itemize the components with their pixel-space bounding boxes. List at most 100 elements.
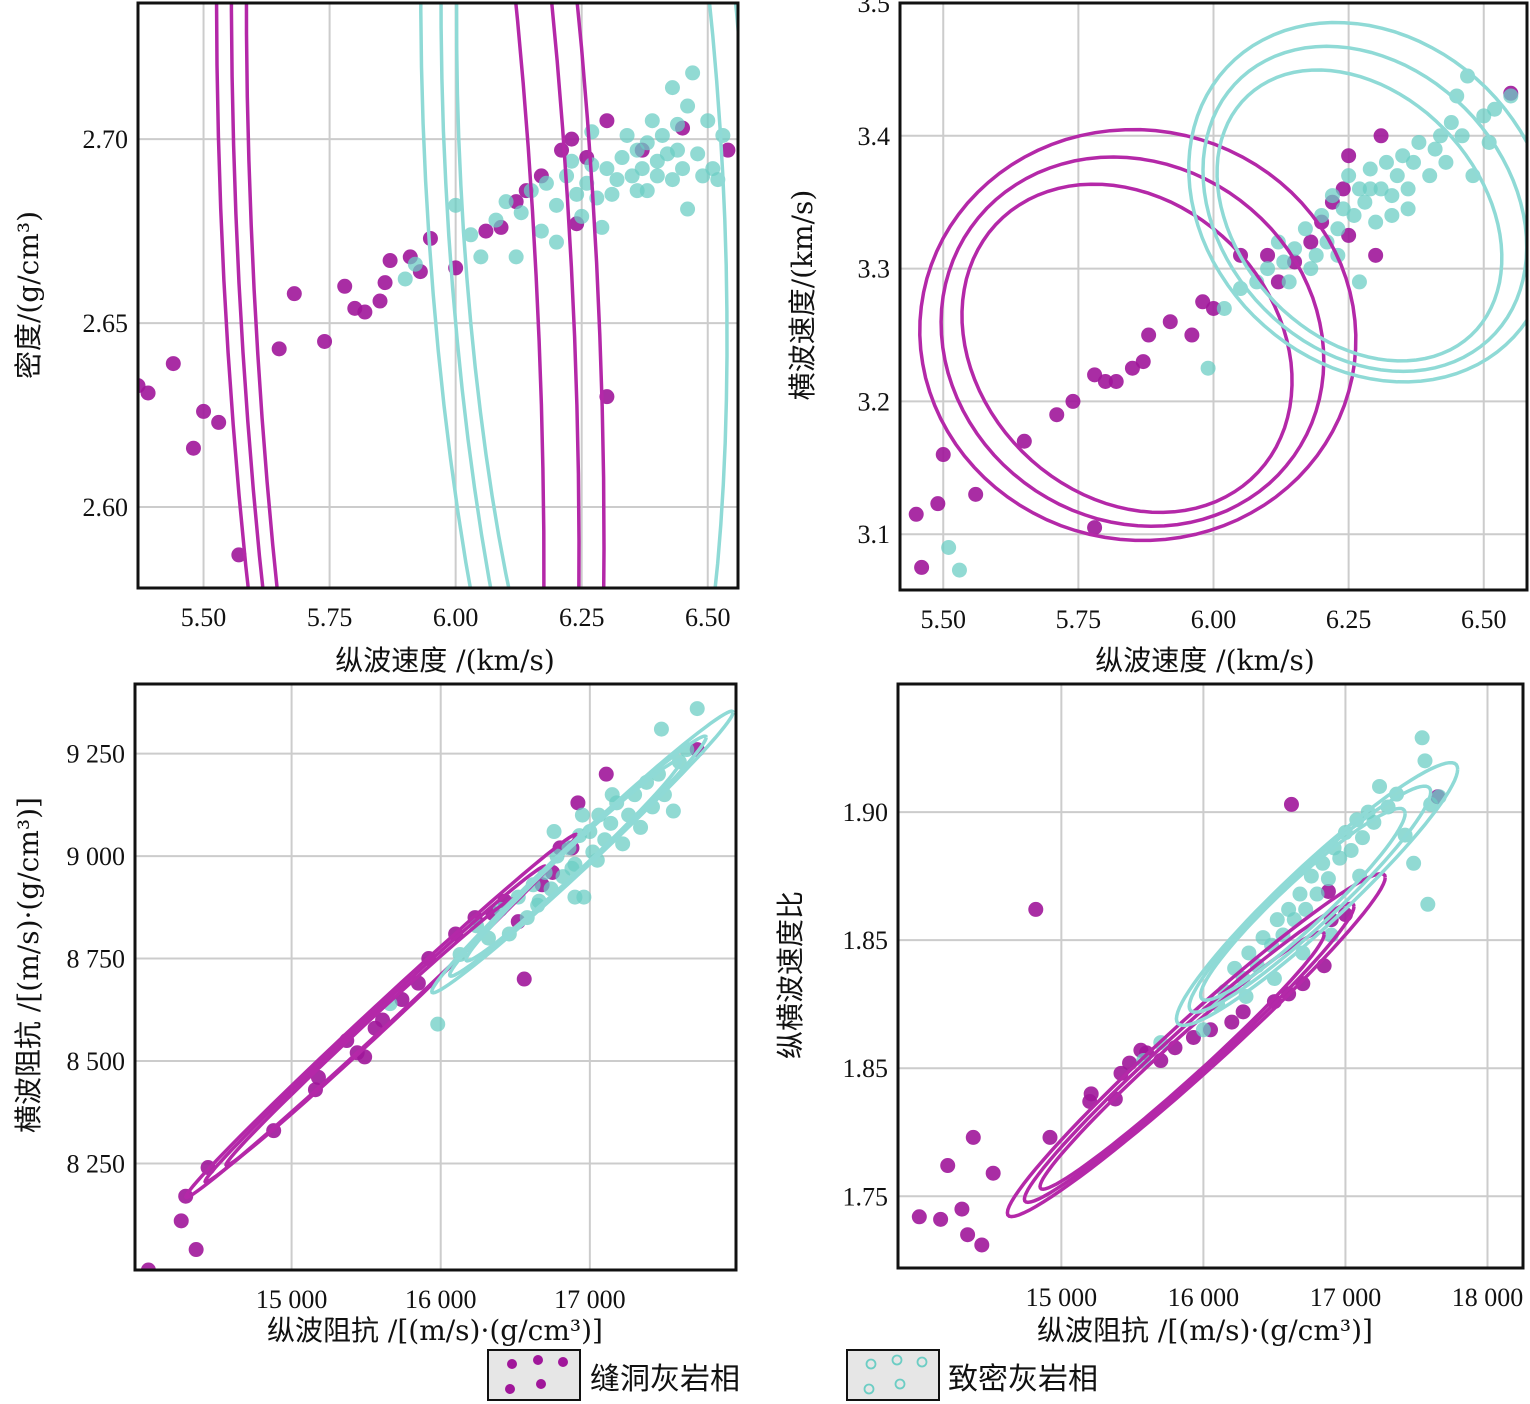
y-axis-label: 纵横波速度比 [774,891,807,1059]
y-tick-label: 3.3 [858,255,891,284]
panel-1: 5.50 5.75 6.00 6.25 6.50 2.60 2.65 2.70 纵波速度 /(k… [12,1,740,677]
point-fracture [196,403,212,419]
point-dense [1368,214,1384,230]
point-fracture [286,286,302,302]
point-dense [1320,871,1336,887]
point-dense [609,172,625,188]
point-fracture [954,1201,970,1217]
x-tick-label: 16 000 [405,1285,477,1314]
confidence-ellipse-dense [430,709,735,995]
y-tick-label: 8 500 [67,1047,126,1076]
point-fracture [1016,433,1032,449]
point-dense [1362,161,1378,177]
point-dense [567,889,583,905]
point-dense [1481,134,1497,150]
plot-area [138,3,738,588]
point-dense [680,201,696,217]
y-tick-label: 1.90 [843,798,889,827]
x-tick-label: 16 000 [1168,1283,1240,1312]
point-fracture [1135,354,1151,370]
point-dense [574,807,590,823]
confidence-ellipse-dense [1187,20,1527,384]
point-fracture [1049,407,1065,423]
point-fracture [1270,274,1286,290]
point-dense [951,562,967,578]
point-fracture [965,1129,981,1145]
point-dense [1241,945,1257,961]
x-tick-label: 17 000 [1310,1283,1382,1312]
legend-dot [507,1359,517,1369]
point-dense [665,803,681,819]
confidence-ellipse-fracture [214,3,606,588]
point-dense [1343,842,1359,858]
point-dense [498,194,514,210]
y-tick-label: 8 750 [67,945,126,974]
x-tick-label: 17 000 [554,1285,626,1314]
point-dense [634,161,650,177]
point-dense [1389,168,1405,184]
legend-label-fracture: 缝洞灰岩相 [590,1362,740,1397]
point-dense [1200,360,1216,376]
point-dense [1303,868,1319,884]
point-fracture [516,971,532,987]
point-dense [1406,855,1422,871]
point-dense [664,172,680,188]
point-fracture [1122,1055,1138,1071]
point-dense [664,80,680,96]
point-dense [1309,886,1325,902]
panel-2: 5.50 5.75 6.00 6.25 6.50 3.1 3.2 3.3 3.4 3.5 纵波速度 … [786,0,1529,677]
point-fracture [985,1165,1001,1181]
point-dense [1298,901,1314,917]
point-fracture [1087,367,1103,383]
confidence-ellipse-fracture [960,182,1294,515]
point-fracture [357,304,373,320]
point-dense [1422,168,1438,184]
y-tick-label: 3.1 [858,520,891,549]
point-fracture [185,440,201,456]
point-fracture [968,486,984,502]
legend-dot [558,1357,568,1367]
x-tick-label: 18 000 [1452,1283,1524,1312]
x-axis-label: 纵波阻抗 /[(m/s)·(g/cm³)] [1037,1314,1373,1347]
point-dense [1341,168,1357,184]
point-fracture [598,766,614,782]
point-fracture [1097,373,1113,389]
point-fracture [188,1242,204,1258]
point-dense [615,836,631,852]
x-tick-label: 6.25 [559,603,605,632]
point-dense [1335,201,1351,217]
point-dense [569,186,585,202]
point-fracture [1141,327,1157,343]
point-dense [1354,830,1370,846]
point-dense [1373,181,1389,197]
legend-dot [863,1383,875,1395]
y-tick-label: 2.70 [83,125,129,154]
y-axis-label: 密度/(g/cm³) [12,211,45,379]
point-dense [1260,261,1276,277]
point-fracture [914,559,930,575]
confidence-ellipse-fracture [1005,871,1387,1219]
point-dense [604,186,620,202]
legend: 缝洞灰岩相 致密灰岩相 [487,1349,1098,1401]
point-fracture [1335,181,1351,197]
x-axis-label: 纵波阻抗 /[(m/s)·(g/cm³)] [267,1314,603,1347]
x-tick-label: 15 000 [1026,1283,1098,1312]
point-fracture [911,1209,927,1225]
point-dense [1384,188,1400,204]
point-dense [1351,181,1367,197]
point-dense [1357,194,1373,210]
point-fracture [720,142,736,158]
point-dense [639,135,655,151]
point-fracture [165,356,181,372]
x-tick-label: 5.75 [1056,605,1102,634]
legend-item-fracture: 缝洞灰岩相 [487,1349,740,1401]
point-fracture [1042,1129,1058,1145]
point-fracture [140,1262,156,1270]
panel-3: 15 000 16 000 17 000 8 250 8 500 8 750 9 000 9 … [12,682,738,1347]
point-dense [473,249,489,265]
point-dense [685,65,701,81]
point-dense [1395,148,1411,164]
legend-label-dense: 致密灰岩相 [948,1362,1098,1397]
confidence-ellipse-fracture [1038,930,1326,1191]
